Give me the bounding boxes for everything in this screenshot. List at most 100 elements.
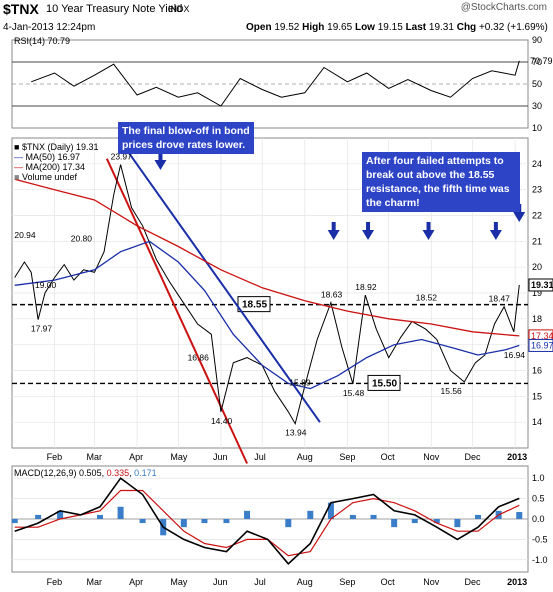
legend-ma200: — MA(200) 17.34 bbox=[14, 162, 86, 172]
macd-value: 0.505 bbox=[79, 468, 102, 478]
quote-line: Open 19.52 High 19.65 Low 19.15 Last 19.… bbox=[246, 22, 548, 33]
legend-ma50: — MA(50) 16.97 bbox=[14, 152, 81, 162]
rsi-tick-label: 10 bbox=[532, 123, 542, 133]
last-value-tag: 19.31 bbox=[531, 280, 553, 290]
price-point-label: 18.63 bbox=[321, 290, 343, 300]
ma50-line bbox=[14, 240, 520, 390]
price-point-label: 20.80 bbox=[71, 234, 93, 244]
macd-histogram-bar bbox=[11, 519, 18, 524]
trendline bbox=[126, 150, 321, 423]
price-tick-label: 20 bbox=[532, 262, 542, 272]
price-point-label: 20.94 bbox=[14, 230, 36, 240]
macd-histogram-bar bbox=[201, 519, 208, 524]
level-label-box bbox=[367, 374, 401, 391]
macd-x-label: Jul bbox=[254, 577, 266, 587]
chg-value: +0.32 (+1.69%) bbox=[478, 22, 548, 33]
open-value: 19.52 bbox=[274, 22, 300, 33]
rsi-tick-label: 50 bbox=[532, 79, 542, 89]
macd-histogram-bar bbox=[307, 510, 314, 519]
macd-tick-label: 0.5 bbox=[532, 494, 545, 504]
macd-histogram-bar bbox=[285, 519, 292, 528]
macd-x-label: Jun bbox=[213, 577, 228, 587]
price-x-label: Jul bbox=[254, 452, 266, 462]
down-arrow-shaft bbox=[493, 222, 498, 231]
price-x-label: Feb bbox=[47, 452, 63, 462]
macd-histogram-bar bbox=[244, 510, 251, 519]
macd-line bbox=[14, 477, 520, 565]
macd-x-label: Sep bbox=[339, 577, 355, 587]
macd-histogram-bar bbox=[370, 514, 377, 519]
down-arrow-shaft bbox=[158, 152, 163, 161]
watermark: @StockCharts.com bbox=[460, 2, 547, 13]
price-point-label: 23.97 bbox=[111, 152, 133, 162]
macd-x-label: 2013 bbox=[507, 577, 527, 587]
annotation-blowoff: The final blow-off in bond prices drove … bbox=[118, 122, 254, 154]
rsi-tick-label: 30 bbox=[532, 101, 542, 111]
rsi-title: RSI(14) 70.79 bbox=[14, 36, 71, 46]
last-label: Last bbox=[405, 22, 427, 33]
high-label: High bbox=[302, 22, 325, 33]
open-label: Open bbox=[246, 22, 272, 33]
macd-histogram-bar bbox=[349, 514, 356, 519]
last-value-tag: 16.97 bbox=[531, 340, 553, 350]
rsi-tick-label: 70 bbox=[532, 57, 542, 67]
price-point-label: 18.52 bbox=[416, 292, 438, 302]
macd-title: MACD(12,26,9) bbox=[14, 468, 77, 478]
macd-x-label: Nov bbox=[423, 577, 440, 587]
macd-tick-label: 1.0 bbox=[532, 473, 545, 483]
macd-tick-label: -0.5 bbox=[532, 534, 548, 544]
macd-x-label: Mar bbox=[86, 577, 102, 587]
ticker-symbol: $TNX bbox=[3, 1, 39, 17]
rsi-last-value-tag: 70.79 bbox=[530, 56, 553, 66]
ma200-line bbox=[14, 178, 520, 337]
macd-histogram-bar bbox=[327, 502, 334, 519]
down-arrow-icon bbox=[422, 230, 435, 240]
high-value: 19.65 bbox=[327, 22, 353, 33]
macd-histogram-bar bbox=[223, 519, 230, 524]
macd-histogram-bar bbox=[57, 510, 64, 519]
chg-label: Chg bbox=[456, 22, 477, 33]
histogram-value: 0.171 bbox=[134, 468, 157, 478]
macd-tick-label: 0.0 bbox=[532, 514, 545, 524]
legend-volume: ■ Volume undef bbox=[14, 172, 77, 182]
exchange-label: INDX bbox=[168, 4, 190, 14]
price-tick-label: 16 bbox=[532, 366, 542, 376]
macd-signal-line bbox=[14, 489, 520, 557]
price-point-label: 17.97 bbox=[31, 324, 53, 334]
down-arrow-icon bbox=[513, 212, 526, 222]
macd-histogram-bar bbox=[117, 506, 124, 519]
down-arrow-icon bbox=[489, 230, 502, 240]
macd-histogram-bar bbox=[180, 519, 187, 528]
price-tick-label: 15 bbox=[532, 391, 542, 401]
macd-histogram-bar bbox=[433, 519, 440, 524]
last-value-tag-box bbox=[528, 338, 553, 352]
level-label-box bbox=[237, 296, 271, 313]
last-value-tag: 17.34 bbox=[531, 331, 553, 341]
down-arrow-icon bbox=[362, 230, 375, 240]
macd-histogram-bar bbox=[475, 514, 482, 519]
macd-x-label: Feb bbox=[47, 577, 63, 587]
price-tick-label: 24 bbox=[532, 159, 542, 169]
price-x-label: Aug bbox=[297, 452, 313, 462]
down-arrow-shaft bbox=[426, 222, 431, 231]
rsi-tick-label: 90 bbox=[532, 35, 542, 45]
annotation-breakout: After four failed attempts to break out … bbox=[362, 152, 520, 212]
low-label: Low bbox=[354, 22, 375, 33]
rsi-line bbox=[31, 60, 520, 107]
trendline bbox=[105, 158, 248, 464]
price-x-label: Jun bbox=[213, 452, 228, 462]
price-point-label: 15.89 bbox=[289, 377, 311, 387]
down-arrow-shaft bbox=[331, 222, 336, 231]
level-label: 15.50 bbox=[372, 378, 397, 389]
macd-x-label: Aug bbox=[297, 577, 313, 587]
price-tick-label: 14 bbox=[532, 417, 542, 427]
price-x-label: Mar bbox=[86, 452, 102, 462]
price-x-label: May bbox=[170, 452, 188, 462]
price-point-label: 18.92 bbox=[355, 282, 377, 292]
price-point-label: 16.94 bbox=[504, 350, 526, 360]
down-arrow-icon bbox=[327, 230, 340, 240]
price-x-label: 2013 bbox=[507, 452, 527, 462]
price-x-label: Nov bbox=[423, 452, 440, 462]
macd-histogram-bar bbox=[96, 514, 103, 519]
price-point-label: 15.56 bbox=[441, 386, 463, 396]
